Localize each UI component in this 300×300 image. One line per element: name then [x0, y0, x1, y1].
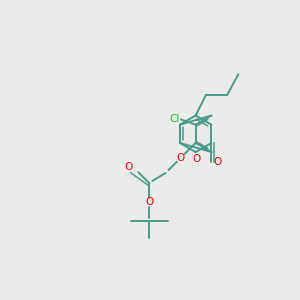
Text: O: O	[192, 154, 200, 164]
Text: O: O	[177, 153, 185, 163]
Text: O: O	[125, 162, 133, 172]
Text: O: O	[146, 197, 154, 207]
Text: O: O	[214, 157, 222, 167]
Text: Cl: Cl	[169, 114, 180, 124]
